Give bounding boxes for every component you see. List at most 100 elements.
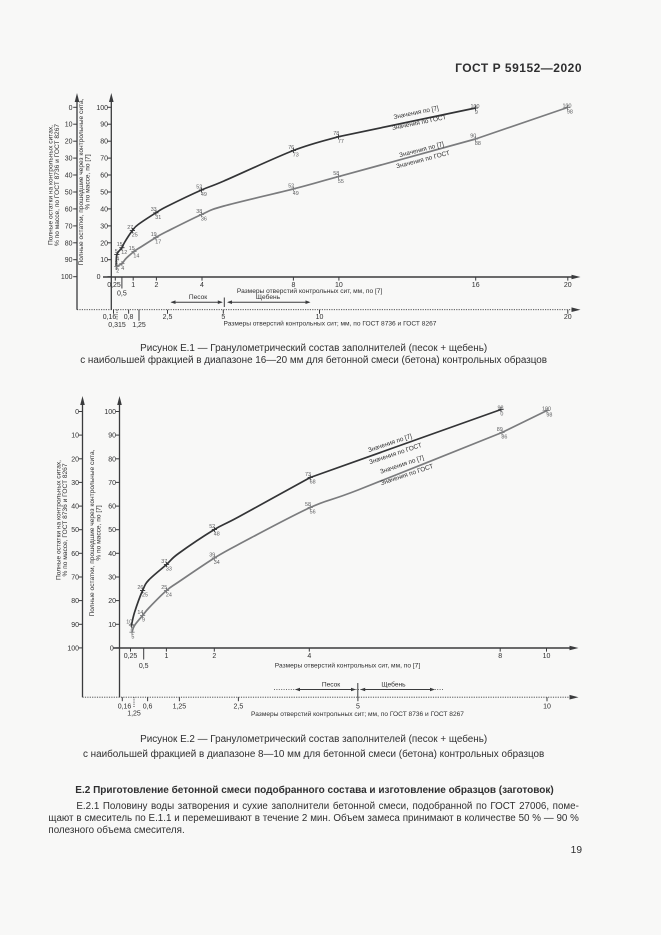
svg-text:78: 78 bbox=[333, 131, 339, 137]
svg-text:98: 98 bbox=[567, 110, 573, 116]
svg-text:10: 10 bbox=[71, 433, 79, 440]
svg-text:52: 52 bbox=[196, 184, 202, 190]
svg-text:90: 90 bbox=[470, 133, 476, 139]
svg-text:33: 33 bbox=[166, 567, 172, 573]
svg-text:0: 0 bbox=[110, 645, 114, 652]
svg-text:90: 90 bbox=[71, 622, 79, 629]
svg-text:Размеры отверстий контрольных: Размеры отверстий контрольных сит, мм, п… bbox=[237, 287, 383, 295]
svg-text:20: 20 bbox=[65, 139, 73, 146]
svg-text:0,25: 0,25 bbox=[107, 282, 121, 289]
svg-text:2: 2 bbox=[212, 653, 216, 660]
svg-text:52: 52 bbox=[288, 183, 294, 189]
svg-text:0,5: 0,5 bbox=[117, 291, 127, 298]
svg-text:20: 20 bbox=[100, 240, 108, 247]
svg-text:Полные остатки, прошедшие чере: Полные остатки, прошедшие через контроль… bbox=[78, 98, 85, 265]
svg-text:33: 33 bbox=[151, 207, 157, 213]
svg-text:16: 16 bbox=[472, 282, 480, 289]
svg-text:76: 76 bbox=[288, 145, 294, 151]
svg-text:10: 10 bbox=[543, 653, 551, 660]
svg-text:98: 98 bbox=[498, 406, 504, 412]
svg-text:1: 1 bbox=[131, 282, 135, 289]
svg-text:100: 100 bbox=[542, 407, 551, 413]
svg-text:26: 26 bbox=[137, 585, 143, 591]
svg-text:10: 10 bbox=[335, 282, 343, 289]
svg-text:10: 10 bbox=[100, 257, 108, 264]
svg-text:20: 20 bbox=[564, 282, 572, 289]
svg-text:5: 5 bbox=[115, 249, 118, 255]
svg-text:100: 100 bbox=[61, 274, 73, 281]
svg-text:1,25: 1,25 bbox=[127, 711, 141, 718]
svg-text:Размеры отверстий контрольных: Размеры отверстий контрольных сит; мм, п… bbox=[224, 320, 437, 328]
svg-text:5: 5 bbox=[221, 314, 225, 321]
svg-text:14: 14 bbox=[133, 254, 139, 260]
svg-text:9: 9 bbox=[475, 110, 478, 116]
svg-text:89: 89 bbox=[497, 427, 503, 433]
svg-text:Песок: Песок bbox=[322, 682, 340, 689]
svg-text:2: 2 bbox=[116, 269, 119, 275]
svg-text:10: 10 bbox=[543, 704, 551, 711]
svg-text:3: 3 bbox=[115, 261, 118, 267]
svg-text:20: 20 bbox=[108, 598, 116, 605]
svg-text:60: 60 bbox=[108, 504, 116, 511]
svg-text:30: 30 bbox=[108, 575, 116, 582]
svg-text:Размеры отверстий контрольных: Размеры отверстий контрольных сит, мм, п… bbox=[275, 662, 421, 670]
svg-text:20: 20 bbox=[564, 314, 572, 321]
svg-text:9: 9 bbox=[142, 618, 145, 624]
svg-text:60: 60 bbox=[65, 206, 73, 213]
svg-text:36: 36 bbox=[201, 217, 207, 223]
svg-text:10: 10 bbox=[126, 619, 132, 625]
svg-text:Размеры отверстий контрольных: Размеры отверстий контрольных сит; мм, п… bbox=[251, 710, 464, 718]
svg-text:90: 90 bbox=[108, 433, 116, 440]
svg-text:40: 40 bbox=[108, 551, 116, 558]
svg-text:58: 58 bbox=[333, 171, 339, 177]
svg-text:4: 4 bbox=[121, 266, 124, 272]
svg-text:100: 100 bbox=[96, 105, 108, 112]
svg-text:10: 10 bbox=[316, 314, 324, 321]
svg-text:50: 50 bbox=[108, 527, 116, 534]
svg-text:58: 58 bbox=[305, 502, 311, 508]
svg-text:98: 98 bbox=[546, 413, 552, 419]
svg-text:80: 80 bbox=[100, 139, 108, 146]
svg-text:5: 5 bbox=[131, 634, 134, 640]
svg-text:% по массе, по [7]: % по массе, по [7] bbox=[96, 505, 103, 560]
svg-text:30: 30 bbox=[71, 480, 79, 487]
svg-text:70: 70 bbox=[65, 223, 73, 230]
svg-text:90: 90 bbox=[100, 122, 108, 129]
svg-text:49: 49 bbox=[201, 192, 207, 198]
svg-text:31: 31 bbox=[155, 215, 161, 221]
svg-text:Полные остатки, прошедшие чере: Полные остатки, прошедшие через контроль… bbox=[89, 449, 96, 616]
svg-text:27: 27 bbox=[127, 225, 133, 231]
svg-text:40: 40 bbox=[71, 504, 79, 511]
svg-text:10: 10 bbox=[108, 622, 116, 629]
svg-text:37: 37 bbox=[161, 559, 167, 565]
svg-text:100: 100 bbox=[104, 409, 116, 416]
svg-text:60: 60 bbox=[71, 551, 79, 558]
svg-text:2,5: 2,5 bbox=[234, 704, 244, 711]
svg-text:34: 34 bbox=[214, 560, 220, 566]
svg-text:55: 55 bbox=[338, 179, 344, 185]
svg-text:8: 8 bbox=[498, 653, 502, 660]
svg-text:Щебень: Щебень bbox=[256, 293, 281, 301]
svg-text:15: 15 bbox=[129, 246, 135, 252]
svg-text:39: 39 bbox=[209, 552, 215, 558]
svg-text:Полные остатки на контрольных: Полные остатки на контрольных ситах, bbox=[48, 125, 55, 245]
svg-text:0,8: 0,8 bbox=[124, 314, 134, 321]
svg-text:25: 25 bbox=[161, 585, 167, 591]
svg-text:% по массе, по ГОСТ 8736 и ГОС: % по массе, по ГОСТ 8736 и ГОСТ 8267 bbox=[54, 124, 61, 246]
svg-text:0,16: 0,16 bbox=[103, 314, 117, 321]
svg-text:80: 80 bbox=[108, 456, 116, 463]
svg-text:70: 70 bbox=[100, 156, 108, 163]
svg-text:0,5: 0,5 bbox=[139, 663, 149, 670]
svg-text:70: 70 bbox=[108, 480, 116, 487]
svg-text:50: 50 bbox=[100, 190, 108, 197]
svg-text:14: 14 bbox=[137, 610, 143, 616]
svg-text:1,25: 1,25 bbox=[132, 322, 146, 329]
svg-text:12: 12 bbox=[121, 250, 127, 256]
svg-text:56: 56 bbox=[310, 510, 316, 516]
svg-text:0,6: 0,6 bbox=[143, 704, 153, 711]
svg-text:0,25: 0,25 bbox=[124, 653, 138, 660]
svg-text:0,16: 0,16 bbox=[118, 704, 132, 711]
svg-text:5: 5 bbox=[356, 704, 360, 711]
svg-text:86: 86 bbox=[501, 435, 507, 441]
svg-text:7: 7 bbox=[130, 627, 133, 633]
